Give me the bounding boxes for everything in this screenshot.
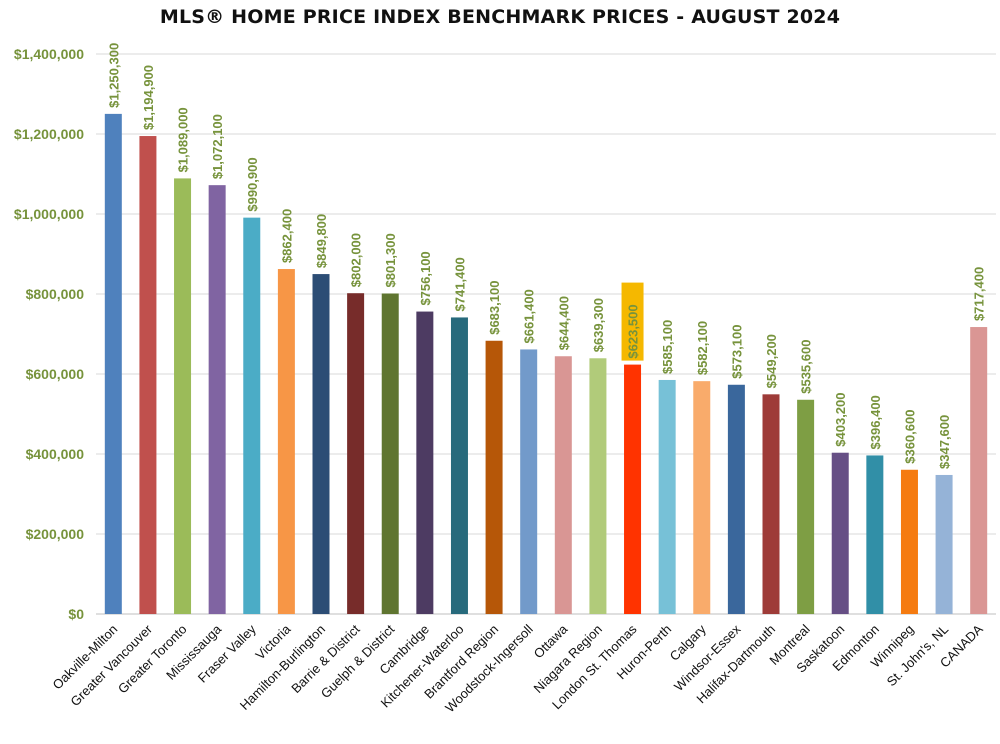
data-label: $347,600	[937, 415, 952, 469]
bar	[243, 217, 261, 614]
bar	[381, 293, 399, 614]
y-axis-ticks: $0 $200,000 $400,000 $600,000 $800,000 $1,000…	[14, 46, 84, 622]
bar	[866, 455, 884, 614]
data-label: $549,200	[764, 334, 779, 388]
bar	[347, 293, 365, 614]
bar	[208, 185, 226, 614]
y-tick-label: $1,200,000	[14, 126, 84, 142]
y-tick-label: $1,400,000	[14, 46, 84, 62]
data-label: $862,400	[279, 209, 294, 263]
data-label: $717,400	[972, 267, 987, 321]
data-label: $585,100	[660, 320, 675, 374]
data-label: $573,100	[729, 325, 744, 379]
bar	[797, 399, 815, 614]
data-label: $683,100	[487, 281, 502, 335]
data-labels: $1,250,300 $1,194,900 $1,089,000 $1,072,100…	[106, 43, 986, 469]
bar	[831, 452, 849, 614]
y-tick-label: $200,000	[26, 526, 85, 542]
data-label: $1,194,900	[141, 65, 156, 130]
data-label: $661,400	[522, 289, 537, 343]
data-label: $582,100	[695, 321, 710, 375]
data-label: $1,250,300	[106, 43, 121, 108]
bar	[727, 384, 745, 614]
data-label: $1,072,100	[210, 114, 225, 179]
bar	[450, 317, 468, 614]
bar	[693, 381, 711, 614]
y-tick-label: $1,000,000	[14, 206, 84, 222]
bar	[658, 379, 676, 614]
data-label: $403,200	[833, 392, 848, 446]
bar	[139, 136, 157, 615]
bar	[416, 311, 434, 614]
data-label: $360,600	[902, 410, 917, 464]
data-label: $1,089,000	[176, 107, 191, 172]
bar	[762, 394, 780, 614]
bar	[554, 356, 572, 614]
data-label: $802,000	[349, 233, 364, 287]
data-label: $741,400	[452, 257, 467, 311]
data-label: $623,500	[626, 304, 641, 358]
y-tick-label: $400,000	[26, 446, 85, 462]
data-label: $644,400	[556, 296, 571, 350]
bar	[312, 274, 330, 614]
bar	[935, 474, 953, 614]
bar	[624, 364, 642, 614]
gridlines	[96, 53, 996, 615]
bar	[277, 269, 295, 614]
bar	[174, 178, 192, 614]
bar	[104, 113, 122, 614]
bar	[970, 327, 988, 614]
bar	[485, 340, 503, 614]
y-tick-label: $800,000	[26, 286, 85, 302]
data-label: $990,900	[245, 157, 260, 211]
data-label: $535,600	[799, 340, 814, 394]
bars	[104, 113, 988, 615]
chart-title: MLS® HOME PRICE INDEX BENCHMARK PRICES -…	[159, 6, 841, 28]
data-label: $396,400	[868, 395, 883, 449]
data-label-highlight	[621, 282, 644, 361]
y-tick-label: $600,000	[26, 366, 85, 382]
bar	[589, 358, 607, 614]
data-label: $756,100	[418, 251, 433, 305]
data-label: $801,300	[383, 233, 398, 287]
data-label: $849,800	[314, 214, 329, 268]
data-label: $639,300	[591, 298, 606, 352]
bar	[520, 349, 538, 614]
y-tick-label: $0	[68, 606, 84, 622]
bar	[900, 469, 918, 614]
